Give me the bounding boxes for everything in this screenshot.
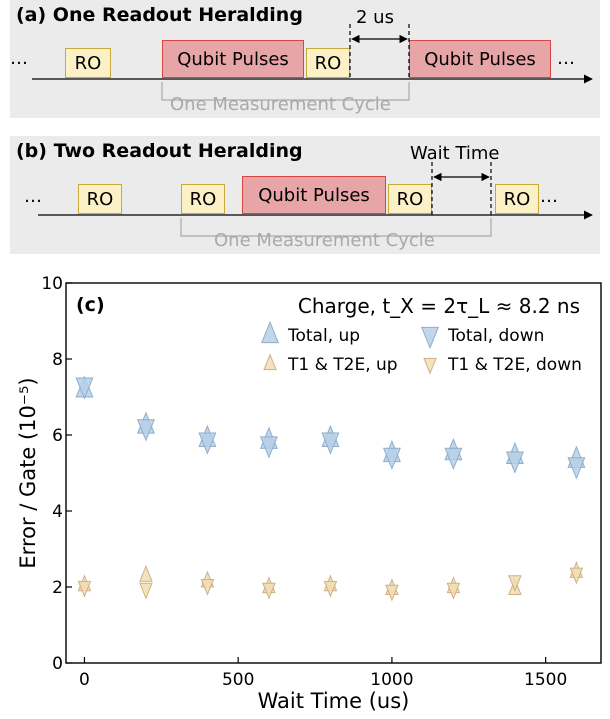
- data-point: [446, 582, 461, 600]
- data-point: [505, 451, 524, 474]
- ellipsis-right: …: [557, 48, 575, 69]
- cycle-label: One Measurement Cycle: [214, 230, 435, 251]
- data-point: [198, 432, 217, 455]
- data-point: [139, 582, 153, 600]
- chart-title: Charge, t_X = 2τ_L ≈ 8.2 ns: [298, 294, 580, 318]
- y-tick-label: 4: [52, 502, 63, 522]
- data-point: [262, 582, 276, 600]
- ellipsis-right: …: [540, 186, 558, 207]
- ro-box: RO: [65, 48, 111, 78]
- gap-label: 2 us: [356, 7, 394, 28]
- legend-marker: [261, 320, 279, 344]
- legend-label: T1 & T2E, up: [287, 355, 398, 375]
- y-tick-label: 0: [52, 654, 63, 674]
- timing-diagram-lines: [32, 24, 593, 237]
- cycle-label: One Measurement Cycle: [170, 94, 391, 115]
- legend-label: Total, down: [447, 326, 544, 346]
- data-point: [321, 432, 340, 455]
- panel-b-title: (b) Two Readout Heralding: [16, 140, 303, 162]
- data-point: [567, 457, 586, 480]
- qubit-pulses-box: Qubit Pulses: [409, 40, 551, 78]
- panel-b: (b) Two Readout Heralding … RO RO Qubit …: [10, 136, 600, 254]
- x-tick-label: 1000: [370, 670, 413, 690]
- panel-a-title: (a) One Readout Heralding: [16, 4, 303, 26]
- legend-marker: [423, 357, 437, 375]
- panel-c-label: (c): [76, 294, 105, 316]
- data-point: [139, 564, 153, 582]
- data-point: [77, 580, 92, 598]
- x-tick-label: 0: [79, 670, 90, 690]
- ro-box: RO: [181, 184, 225, 214]
- cycle-bracket: [180, 218, 492, 237]
- ellipsis-left: …: [10, 48, 28, 69]
- data-point: [508, 575, 522, 592]
- data-point: [259, 436, 278, 459]
- data-point: [136, 419, 155, 442]
- y-axis-label: Error / Gate (10⁻⁵): [16, 377, 40, 568]
- legend-marker: [421, 326, 439, 350]
- y-tick-label: 6: [52, 426, 63, 446]
- x-axis-label: Wait Time (us): [258, 689, 410, 713]
- plot-frame: [65, 282, 602, 664]
- legend-marker: [263, 353, 277, 371]
- panel-a: (a) One Readout Heralding … RO Qubit Pul…: [10, 0, 600, 118]
- y-tick-label: 10: [41, 274, 63, 294]
- wait-time-label: Wait Time: [410, 143, 500, 164]
- legend-label: Total, up: [287, 326, 360, 346]
- data-point: [569, 567, 584, 585]
- legend-label: T1 & T2E, down: [447, 355, 582, 375]
- cycle-bracket: [161, 82, 410, 101]
- qubit-pulses-box: Qubit Pulses: [162, 40, 304, 78]
- data-point: [444, 447, 463, 470]
- qubit-pulses-box: Qubit Pulses: [242, 176, 386, 214]
- data-point: [385, 584, 399, 602]
- y-tick-label: 2: [52, 578, 63, 598]
- data-point: [382, 447, 401, 470]
- y-tick-label: 8: [52, 350, 63, 370]
- x-tick-label: 1500: [524, 670, 567, 690]
- data-point: [75, 377, 94, 400]
- ro-box: RO: [495, 184, 539, 214]
- ellipsis-left: …: [24, 186, 42, 207]
- ro-box: RO: [78, 184, 122, 214]
- data-point: [323, 580, 338, 598]
- ro-box: RO: [388, 184, 432, 214]
- x-tick-label: 500: [222, 670, 254, 690]
- data-point: [200, 578, 215, 596]
